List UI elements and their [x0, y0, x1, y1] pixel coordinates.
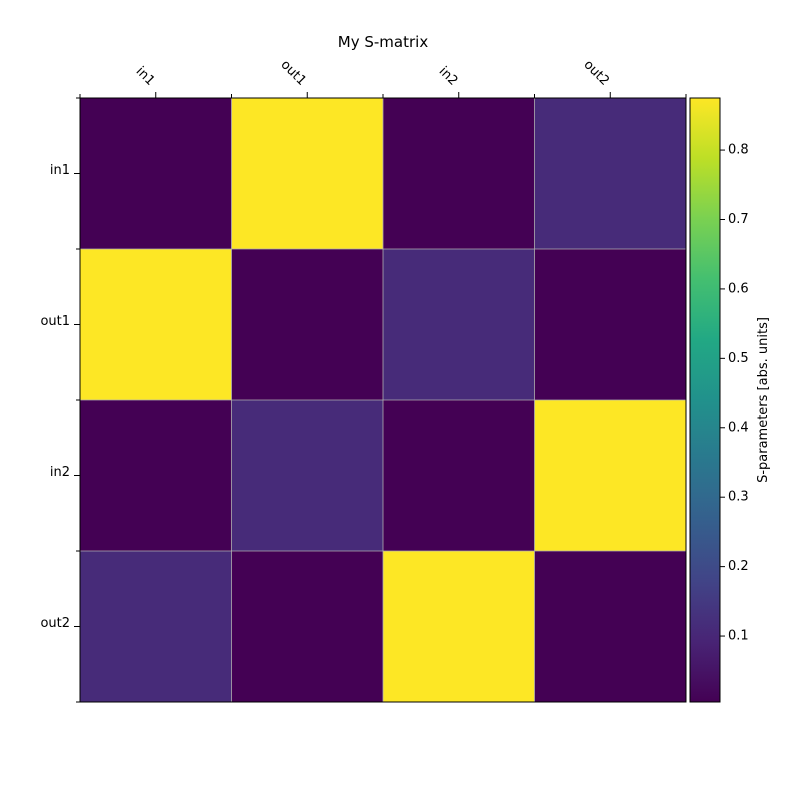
heatmap-cell-in2-in2 — [383, 400, 535, 551]
colorbar-tick-label: 0.6 — [728, 281, 749, 296]
heatmap-cell-out1-in2 — [383, 249, 535, 400]
heatmap-cell-in1-in1 — [80, 98, 232, 249]
y-tick-label-in1: in1 — [50, 163, 70, 178]
colorbar: 0.1 0.2 0.3 0.4 0.5 0.6 0.7 0.8 S-parameters [ab… — [689, 97, 771, 703]
colorbar-tick-label: 0.8 — [728, 143, 749, 158]
heatmap-cell-in1-out2 — [534, 98, 686, 249]
heatmap-cell-out2-out1 — [231, 551, 383, 702]
heatmap-cell-in2-out1 — [231, 400, 383, 551]
heatmap-cells — [80, 98, 686, 702]
heatmap-cell-out1-out1 — [231, 249, 383, 400]
y-tick-label-out1: out1 — [40, 314, 70, 329]
y-tick-label-out2: out2 — [40, 616, 70, 631]
heatmap-gridlines — [80, 98, 686, 702]
x-tick-label-in1: in1 — [133, 64, 158, 89]
colorbar-tick-label: 0.7 — [728, 212, 749, 227]
colorbar-frame — [689, 97, 721, 703]
x-tick-label-out1: out1 — [278, 57, 310, 89]
heatmap-cell-in1-in2 — [383, 98, 535, 249]
colorbar-tick-label: 0.5 — [728, 351, 749, 366]
heatmap-cell-out2-in2 — [383, 551, 535, 702]
heatmap-cell-in2-out2 — [534, 400, 686, 551]
x-tick-label-out2: out2 — [581, 57, 613, 89]
heatmap-cell-in1-out1 — [231, 98, 383, 249]
colorbar-tick-label: 0.4 — [728, 420, 749, 435]
heatmap-cell-out2-in1 — [80, 551, 232, 702]
x-axis-top: in1 out1 in2 out2 — [79, 57, 687, 98]
x-tick-label-in2: in2 — [436, 64, 461, 89]
chart-title: My S-matrix — [338, 33, 429, 51]
heatmap-cell-out2-out2 — [534, 551, 686, 702]
heatmap-cell-out1-in1 — [80, 249, 232, 400]
colorbar-tick-label: 0.3 — [728, 490, 749, 505]
colorbar-tick-label: 0.1 — [728, 629, 749, 644]
colorbar-label: S-parameters [abs. units] — [756, 317, 771, 483]
colorbar-tick-label: 0.2 — [728, 559, 749, 574]
heatmap-cell-in2-in1 — [80, 400, 232, 551]
colorbar-gradient — [690, 98, 720, 702]
y-tick-label-in2: in2 — [50, 465, 70, 480]
y-axis: in1 out1 in2 out2 — [40, 97, 80, 703]
heatmap-cell-out1-out2 — [534, 249, 686, 400]
